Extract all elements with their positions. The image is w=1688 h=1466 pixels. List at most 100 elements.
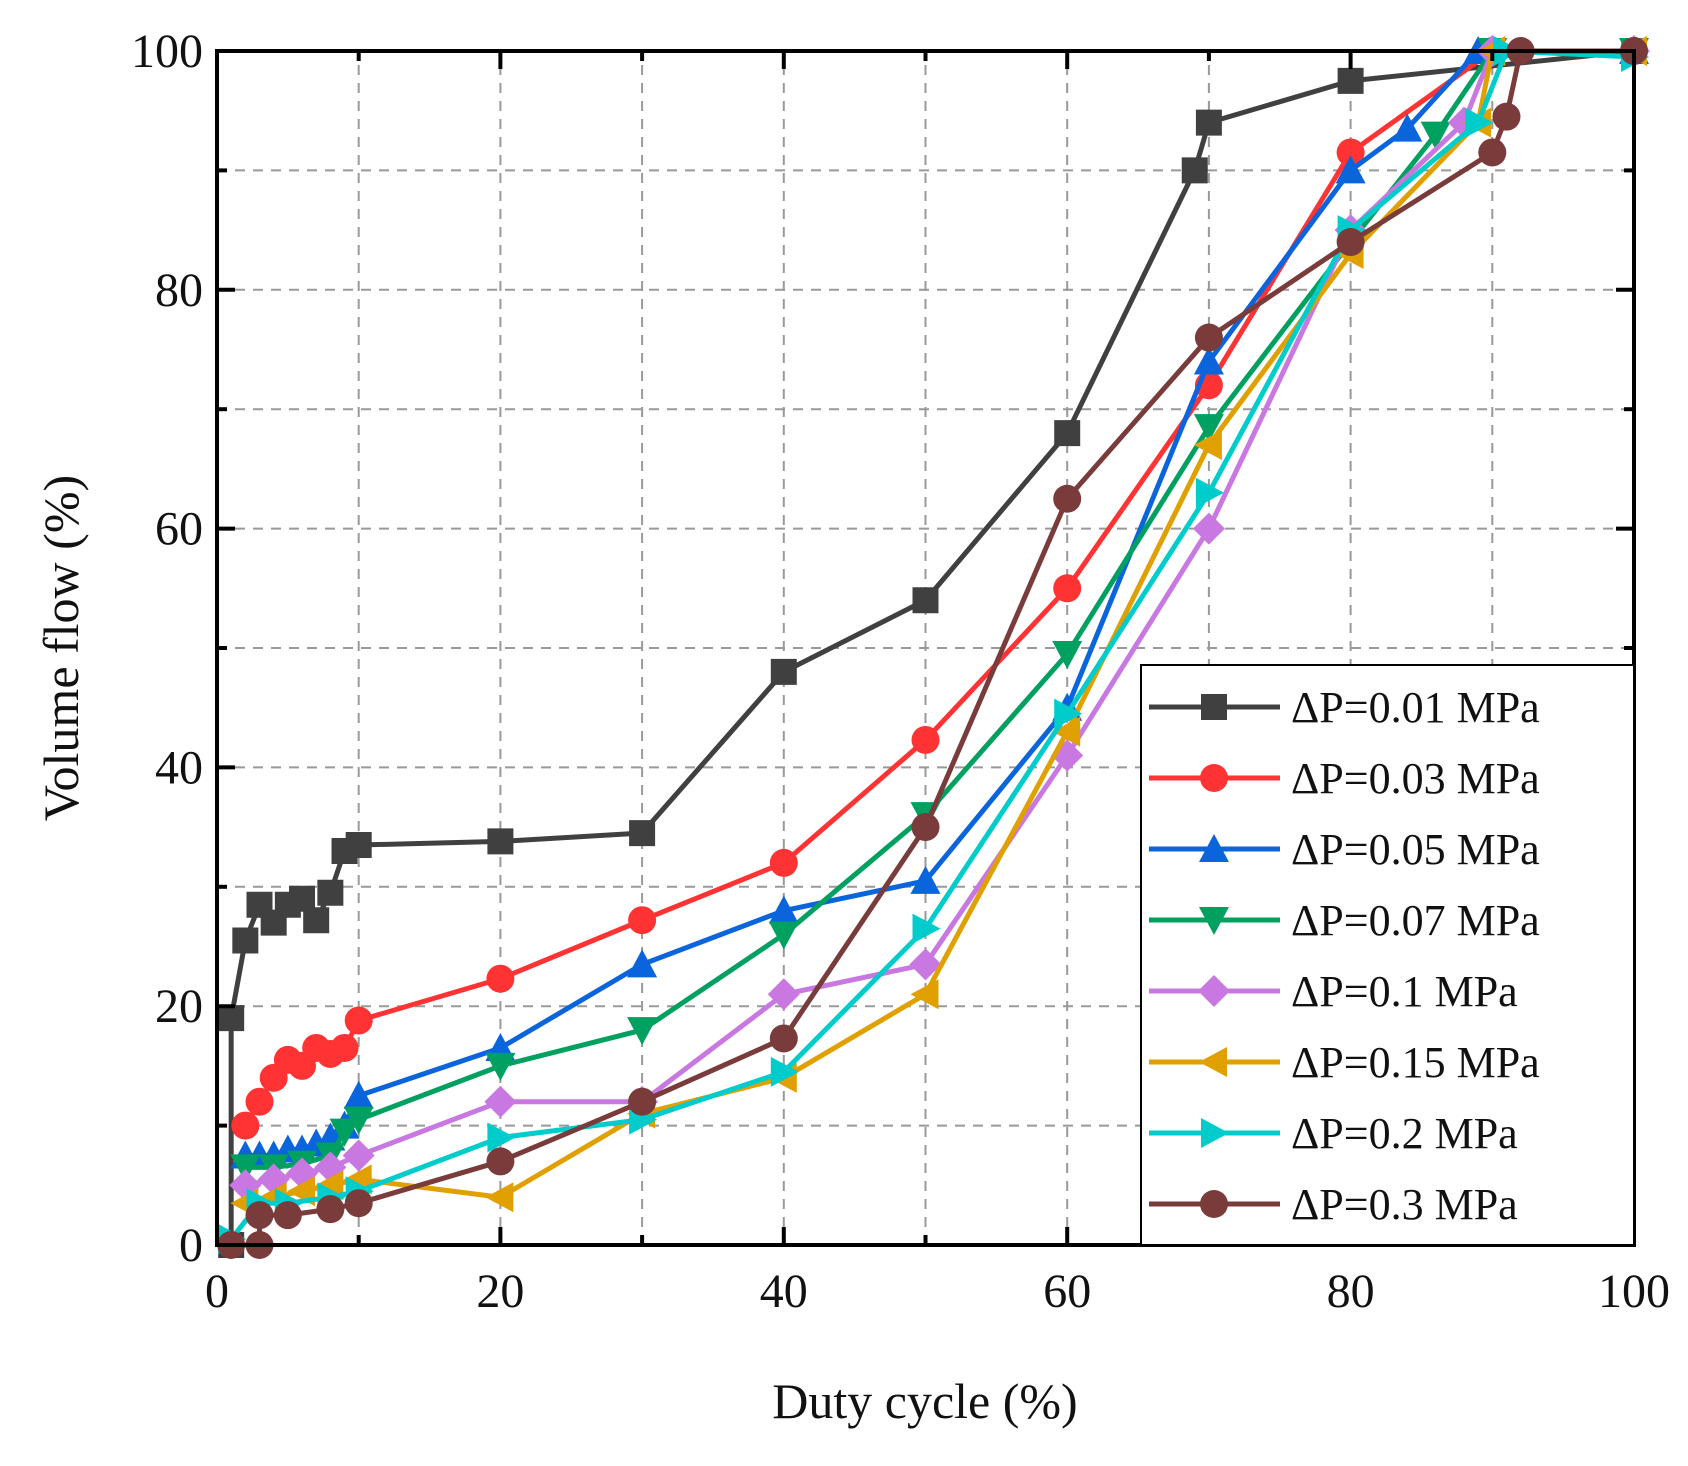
x-tick-label: 0 — [205, 1265, 229, 1318]
data-point-triangle-right — [1195, 477, 1224, 508]
data-point-circle — [1336, 138, 1365, 167]
legend-entry: ΔP=0.03 MPa — [1149, 754, 1540, 803]
data-point-circle — [628, 906, 657, 935]
legend-label: ΔP=0.2 MPa — [1291, 1109, 1518, 1158]
data-point-triangle-right — [1465, 107, 1494, 138]
data-point-triangle-left — [1193, 430, 1222, 461]
data-point-square — [1054, 420, 1081, 447]
y-tick-label: 80 — [155, 264, 203, 317]
data-point-triangle-up — [1199, 834, 1229, 862]
data-point-triangle-up — [1193, 346, 1224, 375]
data-point-triangle-up — [768, 895, 799, 924]
legend-entry: ΔP=0.07 MPa — [1149, 896, 1540, 945]
data-point-triangle-up — [910, 865, 941, 894]
data-point-circle — [245, 1201, 274, 1230]
x-tick-label: 80 — [1327, 1265, 1375, 1318]
data-point-diamond — [342, 1139, 375, 1172]
data-point-triangle-left — [485, 1182, 514, 1213]
data-point-circle — [769, 1024, 798, 1053]
data-point-circle — [1053, 574, 1082, 603]
data-point-triangle-right — [912, 913, 941, 944]
legend-label: ΔP=0.03 MPa — [1291, 754, 1540, 803]
data-point-triangle-down — [230, 1154, 261, 1183]
data-point-circle — [344, 1189, 373, 1218]
data-point-square — [345, 832, 372, 859]
data-point-square — [1337, 67, 1364, 94]
data-point-triangle-down — [1193, 414, 1224, 443]
y-tick-label: 100 — [131, 25, 203, 78]
data-point-diamond — [767, 978, 800, 1011]
legend-entry: ΔP=0.2 MPa — [1149, 1109, 1518, 1158]
data-point-circle — [344, 1006, 373, 1035]
data-point-square — [1181, 157, 1208, 184]
data-point-diamond — [1198, 975, 1230, 1007]
y-tick-label: 60 — [155, 503, 203, 556]
y-tick-label: 20 — [155, 980, 203, 1033]
data-point-circle — [911, 725, 940, 754]
y-tick-label: 0 — [179, 1219, 203, 1272]
data-point-triangle-down — [343, 1106, 374, 1135]
data-point-triangle-down — [1199, 907, 1229, 935]
data-point-circle — [231, 1111, 260, 1140]
data-point-circle — [486, 964, 515, 993]
data-point-triangle-left — [1199, 1047, 1227, 1077]
data-point-triangle-down — [1052, 640, 1083, 669]
data-point-triangle-down — [485, 1052, 516, 1081]
x-tick-label: 100 — [1598, 1265, 1670, 1318]
legend-entry: ΔP=0.01 MPa — [1149, 683, 1540, 732]
series-group — [217, 35, 1650, 1259]
legend: ΔP=0.01 MPa ΔP=0.03 MPa ΔP=0.05 MPa ΔP=0.07… — [1140, 664, 1635, 1246]
legend-label: ΔP=0.07 MPa — [1291, 896, 1540, 945]
data-point-triangle-up — [1335, 155, 1366, 184]
data-point-triangle-up — [627, 949, 658, 978]
legend-entry: ΔP=0.15 MPa — [1149, 1038, 1540, 1087]
data-point-square — [487, 828, 514, 855]
data-point-circle — [1200, 1190, 1228, 1218]
data-point-triangle-up — [1392, 113, 1423, 142]
data-point-circle — [911, 813, 940, 842]
data-point-circle — [486, 1147, 515, 1176]
data-point-triangle-right — [770, 1056, 799, 1087]
data-point-circle — [245, 1087, 274, 1116]
data-point-square — [770, 658, 797, 685]
data-point-square — [303, 907, 330, 934]
data-point-circle — [1194, 323, 1223, 352]
series-1 — [231, 37, 1648, 1140]
data-point-square — [1201, 694, 1227, 720]
data-point-triangle-down — [329, 1118, 360, 1147]
data-point-circle — [273, 1201, 302, 1230]
data-point-triangle-up — [343, 1080, 374, 1109]
data-point-circle — [330, 1033, 359, 1062]
axis-ticks: 0 20 40 60 80 100 0 20 40 60 80 100 — [131, 25, 1670, 1318]
y-axis-label: Volume flow (%) — [33, 475, 89, 821]
data-point-square — [1195, 109, 1222, 136]
data-point-diamond — [484, 1085, 517, 1118]
data-point-triangle-right — [487, 1122, 516, 1153]
legend-label: ΔP=0.3 MPa — [1291, 1180, 1518, 1229]
legend-entry: ΔP=0.3 MPa — [1149, 1180, 1518, 1229]
data-point-circle — [1053, 484, 1082, 513]
data-point-square — [232, 927, 259, 954]
x-axis-label: Duty cycle (%) — [772, 1373, 1077, 1429]
y-tick-label: 40 — [155, 741, 203, 794]
x-tick-label: 40 — [760, 1265, 808, 1318]
data-point-triangle-down — [627, 1017, 658, 1046]
data-point-circle — [1492, 102, 1521, 131]
data-point-square — [218, 1005, 245, 1032]
data-point-circle — [628, 1087, 657, 1116]
legend-entry: ΔP=0.05 MPa — [1149, 825, 1540, 874]
x-tick-label: 20 — [476, 1265, 524, 1318]
legend-label: ΔP=0.15 MPa — [1291, 1038, 1540, 1087]
legend-box — [1140, 664, 1635, 1246]
data-point-square — [289, 885, 316, 912]
legend-label: ΔP=0.01 MPa — [1291, 683, 1540, 732]
data-point-triangle-down — [768, 921, 799, 950]
data-point-triangle-down — [1420, 121, 1451, 150]
x-tick-label: 60 — [1043, 1265, 1091, 1318]
data-point-triangle-right — [1054, 698, 1083, 729]
data-point-diamond — [909, 948, 942, 981]
data-point-square — [629, 820, 656, 847]
data-point-diamond — [1192, 512, 1225, 545]
data-point-circle — [1478, 138, 1507, 167]
